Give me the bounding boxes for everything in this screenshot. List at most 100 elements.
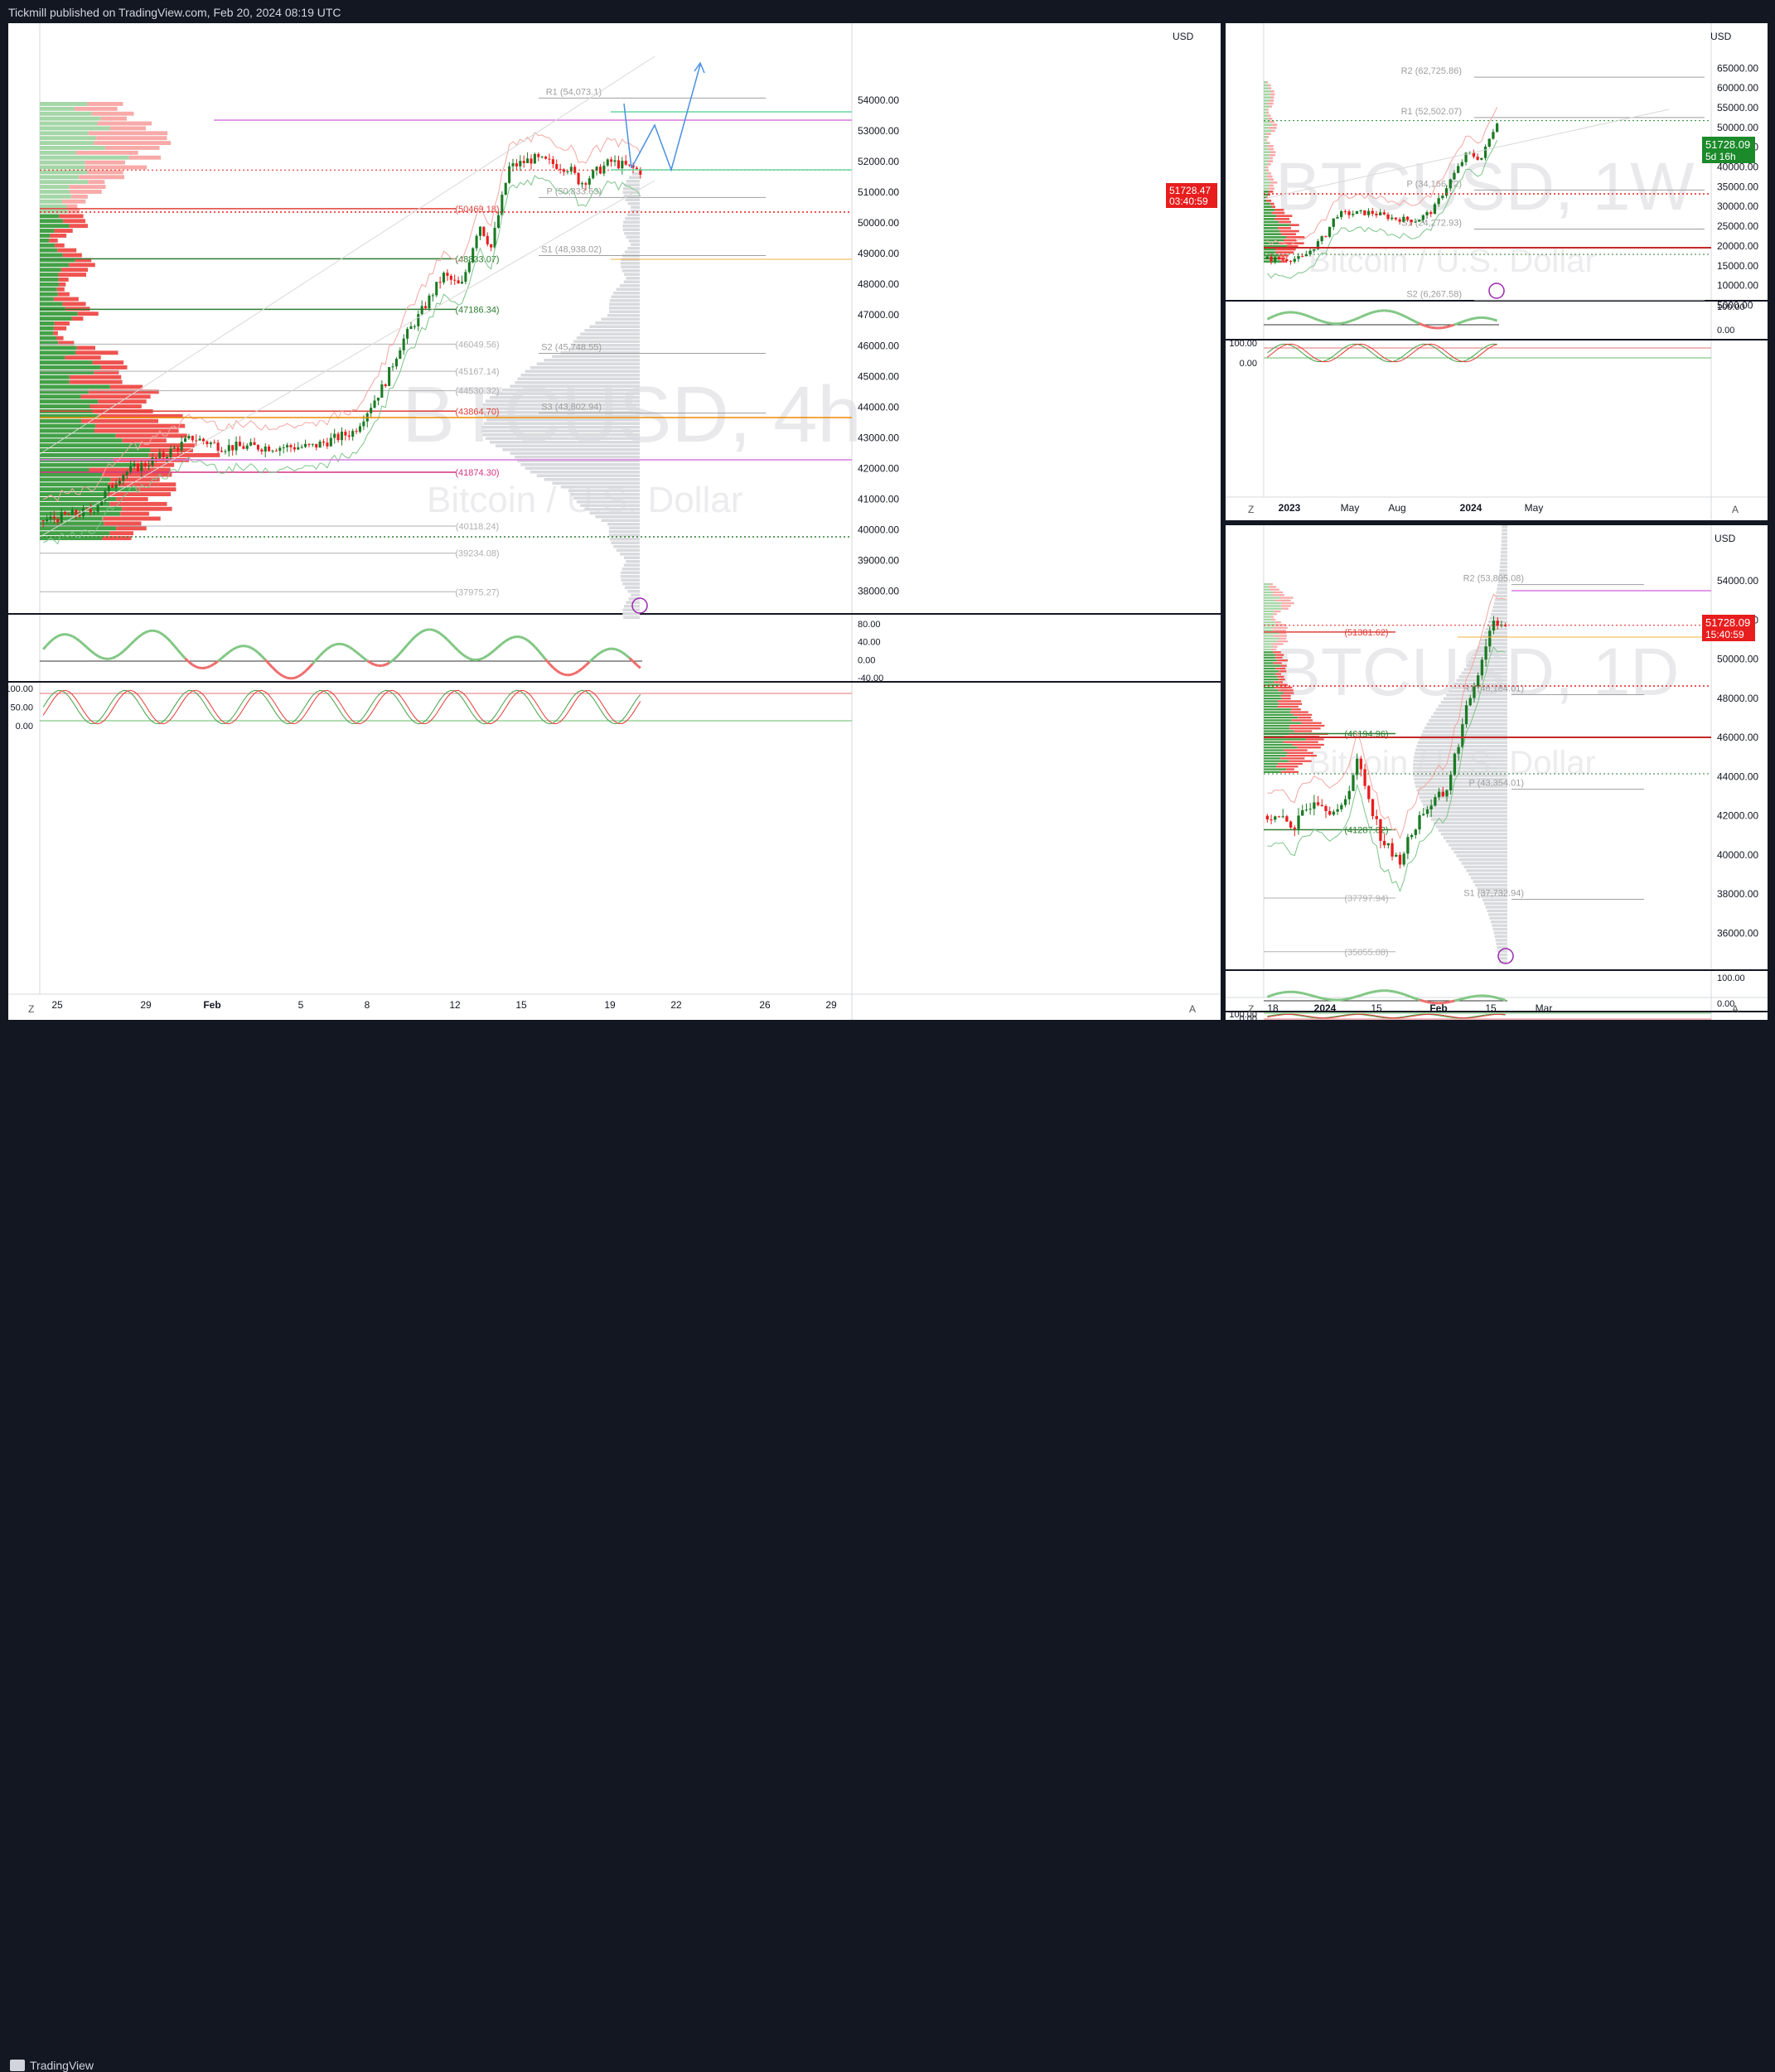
- candle-body: [548, 159, 550, 160]
- session-volume-bar: [1423, 730, 1507, 732]
- volume-profile-bar-down: [1301, 722, 1322, 724]
- candle-body: [1453, 754, 1456, 775]
- rsi-segment: [236, 646, 239, 648]
- volume-profile-bar-down: [69, 263, 95, 267]
- volume-profile-bar-down: [1272, 212, 1284, 215]
- y-tick-label: 55000.00: [1717, 102, 1758, 114]
- candle-body: [1360, 759, 1362, 770]
- candle-body: [1376, 816, 1378, 819]
- candle-body: [534, 154, 536, 163]
- weekly-scale-z-button[interactable]: Z: [1248, 504, 1254, 515]
- volume-profile-bar-up: [1264, 239, 1284, 242]
- candle-body: [56, 519, 59, 522]
- main-chart-panel[interactable]: BTCUSD, 4h Bitcoin / U.S. Dollar 54000.0…: [8, 23, 1221, 1020]
- volume-profile-bar-down: [54, 326, 66, 331]
- main-scale-z-button[interactable]: Z: [28, 1003, 34, 1015]
- volume-profile-bar-up: [1264, 148, 1269, 151]
- candle-body: [1402, 217, 1405, 222]
- session-volume-bar: [1436, 825, 1507, 828]
- candle-body: [220, 451, 223, 452]
- session-volume-bar: [609, 311, 640, 314]
- y-tick-label: 45000.00: [858, 370, 899, 382]
- session-volume-bar: [1493, 606, 1507, 608]
- daily-scale-z-button[interactable]: Z: [1248, 1003, 1254, 1015]
- rsi-segment: [393, 657, 396, 660]
- candle-body: [530, 158, 532, 163]
- daily-scale-a-button[interactable]: A: [1732, 1003, 1739, 1015]
- rsi-segment: [1345, 321, 1349, 322]
- volume-profile-bar-down: [1274, 218, 1289, 220]
- rsi-segment: [163, 635, 167, 638]
- rsi-segment: [586, 662, 589, 665]
- session-volume-bar: [1429, 719, 1507, 722]
- rsi-segment: [47, 641, 51, 645]
- rsi-segment: [335, 644, 338, 645]
- x-tick-label: Feb: [203, 999, 220, 1011]
- candle-body: [1465, 705, 1468, 724]
- weekly-chart-panel[interactable]: BTCUSD, 1W Bitcoin / U.S. Dollar 65000.0…: [1226, 23, 1768, 520]
- session-volume-bar: [1466, 869, 1507, 872]
- volume-profile-bar-up: [40, 375, 70, 379]
- candle-body: [1438, 198, 1440, 204]
- volume-profile-bar-down: [56, 336, 64, 341]
- session-volume-bar: [1494, 602, 1507, 605]
- candle-body: [1406, 217, 1409, 220]
- candle-body: [67, 514, 70, 515]
- candle-body: [42, 520, 45, 521]
- rsi-segment: [1396, 992, 1400, 993]
- rsi-segment: [505, 639, 509, 641]
- x-tick-label: 22: [670, 999, 682, 1011]
- candle-body: [1410, 220, 1413, 222]
- weekly-scale-a-button[interactable]: A: [1732, 504, 1739, 515]
- tradingview-logo[interactable]: TradingView: [10, 2059, 94, 2072]
- rsi-segment: [524, 638, 527, 640]
- weekly-chart-svg[interactable]: BTCUSD, 1W Bitcoin / U.S. Dollar 65000.0…: [1226, 23, 1768, 520]
- candle-body: [1294, 258, 1296, 261]
- volume-profile-bar-up: [40, 429, 94, 433]
- rsi-segment: [1357, 995, 1361, 996]
- session-volume-bar: [1496, 943, 1507, 945]
- y-tick-label: 38000.00: [858, 585, 899, 596]
- daily-chart-svg[interactable]: BTCUSD, 1D Bitcoin / U.S. Dollar 54000.0…: [1226, 525, 1768, 1020]
- main-chart-svg[interactable]: BTCUSD, 4h Bitcoin / U.S. Dollar 54000.0…: [8, 23, 1221, 1020]
- session-volume-bar: [622, 269, 640, 273]
- candle-body: [351, 431, 354, 437]
- volume-profile-bar-up: [1264, 191, 1269, 193]
- volume-profile-bar-up: [40, 473, 102, 477]
- candle-body: [1445, 188, 1448, 196]
- volume-profile-bar-down: [1275, 657, 1282, 659]
- y-tick-label: 42000.00: [1717, 810, 1758, 822]
- volume-profile-bar-up: [1264, 139, 1265, 142]
- volume-profile-bar-up: [1264, 681, 1274, 683]
- volume-profile-bar-down: [1275, 673, 1281, 674]
- volume-profile-bar-down: [53, 331, 58, 336]
- session-volume-bar: [1491, 613, 1507, 616]
- candle-body: [333, 434, 336, 438]
- candle-body: [1344, 211, 1347, 212]
- volume-profile-bar-down: [95, 424, 185, 428]
- volume-profile-bar-down: [1269, 148, 1274, 151]
- rsi-segment: [1294, 992, 1299, 993]
- volume-profile-bar-up: [40, 229, 54, 233]
- candle-body: [1453, 173, 1455, 180]
- rsi-segment: [152, 630, 156, 631]
- session-volume-bar: [1459, 675, 1507, 678]
- rsi-segment: [156, 631, 159, 633]
- volume-profile-bar-up: [1264, 608, 1282, 610]
- volume-profile-bar-up: [1264, 230, 1279, 233]
- main-scale-a-button[interactable]: A: [1189, 1003, 1196, 1015]
- rsi-segment: [1497, 998, 1502, 999]
- volume-profile-bar-down: [59, 273, 86, 277]
- volume-profile-bar-up: [40, 170, 87, 174]
- volume-profile-bar-up: [1264, 711, 1290, 712]
- rsi-segment: [1388, 311, 1392, 312]
- candle-body: [283, 447, 285, 448]
- volume-profile-bar-up: [1264, 172, 1268, 175]
- session-volume-bar: [629, 239, 640, 243]
- daily-chart-panel[interactable]: BTCUSD, 1D Bitcoin / U.S. Dollar 54000.0…: [1226, 525, 1768, 1020]
- candle-body: [406, 329, 409, 339]
- session-volume-bar: [1418, 792, 1507, 795]
- session-volume-bar: [530, 366, 640, 369]
- candle-body: [1461, 724, 1463, 747]
- candle-body: [1332, 812, 1335, 815]
